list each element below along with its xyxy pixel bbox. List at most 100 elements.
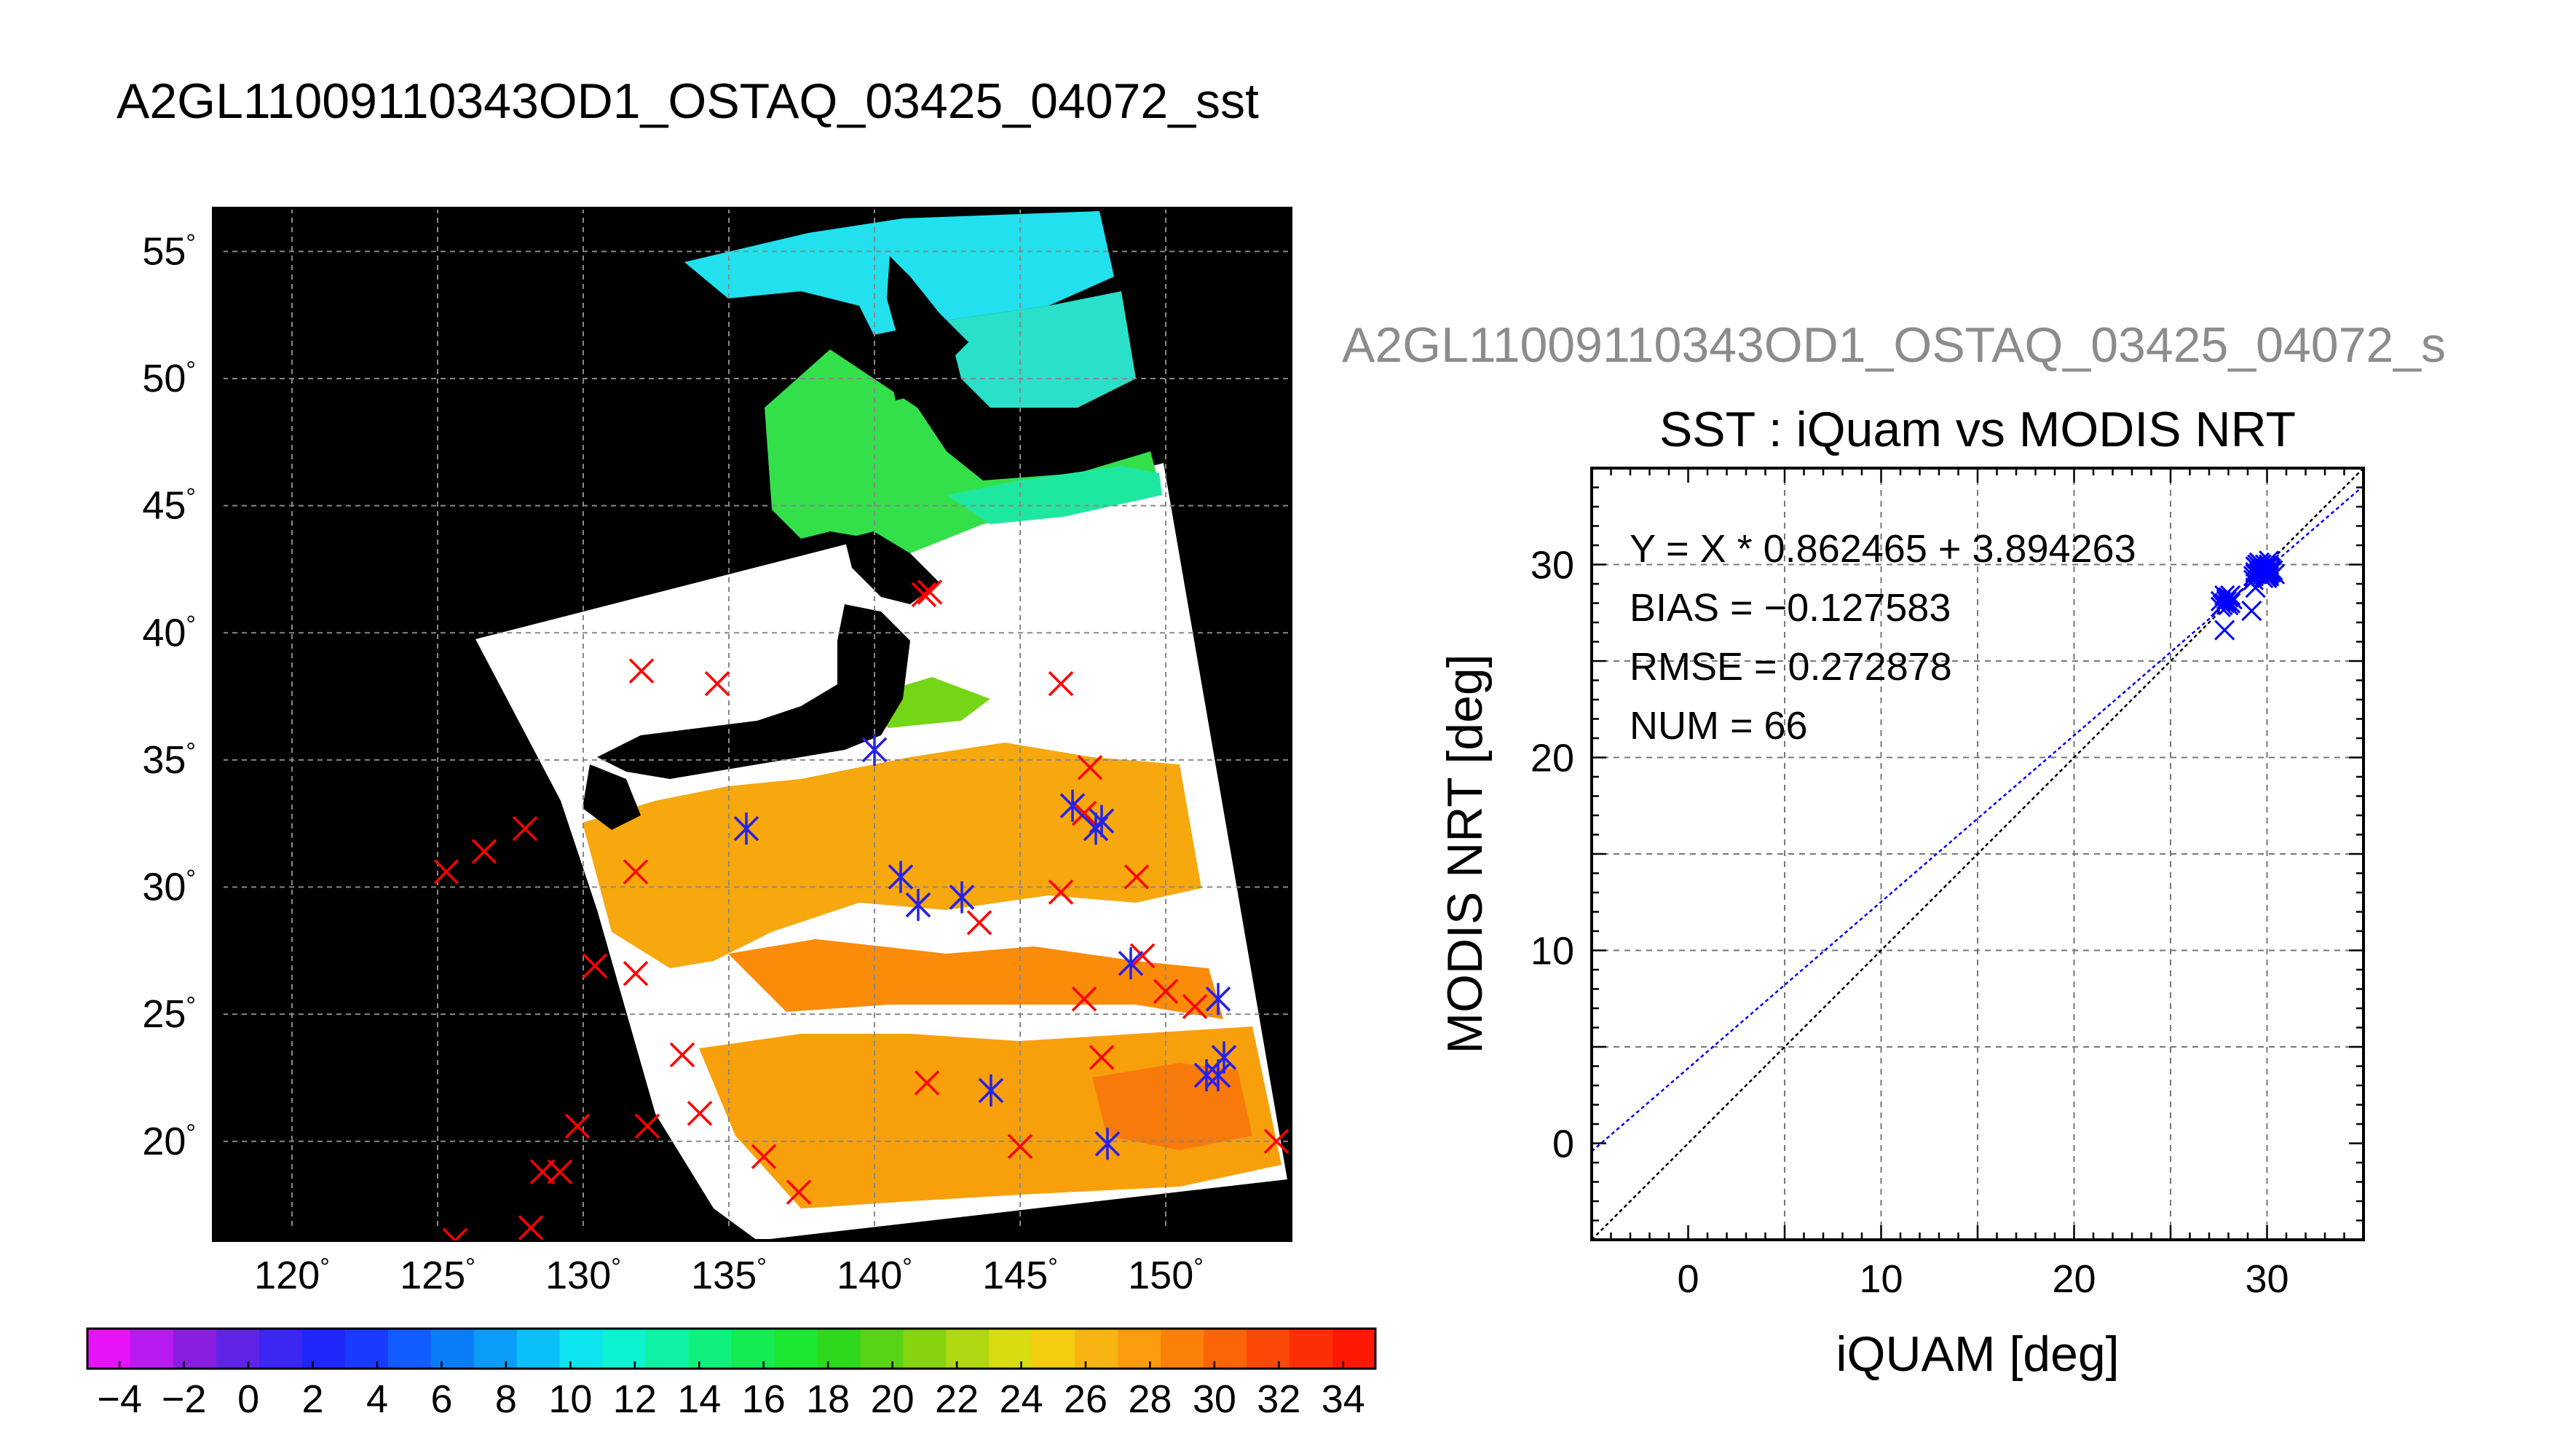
scatter-point-stroke — [2210, 590, 2231, 612]
map-marker-red-x — [623, 859, 649, 885]
scatter-x-tick-label: 20 — [2052, 1257, 2096, 1301]
colorbar-tick-label: 30 — [1193, 1377, 1236, 1421]
map-marker-red-x — [564, 1113, 591, 1139]
map-y-tick-labels: 20° 25° 30° 35° 40° 45° 50° 55° — [142, 229, 224, 1163]
colorbar-swatch — [1204, 1329, 1247, 1369]
scatter-lines — [1592, 468, 2364, 1240]
colorbar-swatch — [602, 1329, 647, 1369]
red-x-stroke — [1129, 943, 1156, 969]
red-x-stroke — [1124, 864, 1150, 890]
map-marker-red-x — [634, 1113, 660, 1139]
red-x-stroke — [547, 1159, 573, 1184]
colorbar-swatch — [559, 1329, 604, 1369]
swath-edge-east — [1114, 208, 1291, 1241]
colorbar-tick-label: 18 — [806, 1377, 850, 1421]
map-marker-blue-star — [888, 860, 914, 893]
scatter-y-tick-label: 20 — [1531, 737, 1574, 780]
colorbar-tick-label: 24 — [999, 1377, 1043, 1421]
map-marker-red-x — [1089, 1045, 1115, 1070]
scatter-point-stroke — [2254, 562, 2275, 583]
map-marker-red-x — [1129, 943, 1156, 969]
map-grid — [213, 208, 1291, 1241]
map-marker-red-x — [1124, 864, 1150, 890]
colorbar-tick-label: 26 — [1064, 1377, 1107, 1421]
blue-star-stroke — [949, 885, 975, 910]
map-y-tick-label: 55° — [142, 229, 196, 273]
map-marker-blue-star — [978, 1074, 1004, 1107]
map-marker-red-x — [547, 1159, 573, 1184]
map-x-tick-label: 140° — [837, 1254, 912, 1297]
colorbar-tick-label: 28 — [1128, 1377, 1172, 1421]
map-marker-blue-star — [1089, 804, 1115, 837]
scatter-point — [2216, 590, 2237, 612]
colorbar-tick-label: 34 — [1322, 1377, 1365, 1421]
red-x-stroke — [582, 953, 608, 979]
map-marker-blue-star — [1205, 983, 1231, 1016]
scatter-point — [2245, 577, 2266, 598]
map-marker-blue-star — [949, 881, 975, 914]
colorbar-swatch — [473, 1329, 518, 1369]
blue-star-stroke — [1094, 1131, 1121, 1157]
map-marker-blue-star — [1083, 812, 1109, 845]
colorbar-swatch — [173, 1329, 217, 1369]
map-y-tick-label: 40° — [142, 611, 196, 654]
scatter-annotation: RMSE = 0.272878 — [1630, 645, 1952, 689]
colorbar-swatch — [216, 1329, 260, 1369]
colorbar-swatch — [516, 1329, 561, 1369]
scatter-annotation: NUM = 66 — [1630, 704, 1808, 748]
map-marker-red-x — [628, 658, 655, 684]
red-x-stroke — [1182, 994, 1208, 1019]
blue-star-stroke — [1118, 951, 1144, 976]
red-x-stroke — [1153, 978, 1179, 1004]
red-x-stroke — [433, 859, 459, 885]
red-x-stroke — [1089, 1045, 1115, 1070]
red-x-stroke — [704, 670, 730, 697]
blue-star-stroke — [905, 892, 931, 918]
scatter-point — [2210, 590, 2231, 612]
red-x-stroke — [1007, 1133, 1033, 1160]
colorbar-tick-label: 14 — [677, 1377, 721, 1421]
red-x-stroke — [687, 1101, 713, 1126]
map-marker-blue-star — [861, 733, 888, 766]
colorbar-tick-label: −2 — [162, 1377, 207, 1421]
colorbar-swatch — [1247, 1329, 1290, 1369]
map-marker-red-x — [687, 1101, 713, 1126]
red-x-stroke — [966, 910, 992, 935]
map-marker-red-x — [1071, 986, 1097, 1012]
map-y-tick-label: 50° — [142, 357, 196, 400]
colorbar-tick-label: 4 — [366, 1377, 388, 1421]
scatter-y-tick-label: 30 — [1531, 544, 1574, 587]
map-image — [213, 208, 1291, 1241]
scatter-annotation: Y = X * 0.862465 + 3.894263 — [1630, 527, 2136, 571]
map-marker-red-x — [917, 579, 943, 605]
map-marker-red-x — [1007, 1133, 1033, 1160]
colorbar-swatch — [903, 1329, 947, 1369]
map-x-tick-label: 125° — [400, 1254, 475, 1297]
scatter-x-tick-label: 10 — [1859, 1257, 1903, 1301]
warm-band-sst — [728, 939, 1223, 1019]
blue-star-stroke — [978, 1077, 1004, 1104]
blue-star-stroke — [1205, 986, 1231, 1012]
red-x-stroke — [628, 658, 655, 684]
red-x-stroke — [623, 859, 649, 885]
colorbar-tick-label: 16 — [742, 1377, 786, 1421]
map-marker-red-x — [704, 670, 730, 697]
map-marker-red-x — [471, 839, 497, 864]
colorbar-tick-label: 2 — [302, 1377, 324, 1421]
scatter-point — [2243, 569, 2264, 590]
scatter-point-stroke — [2220, 593, 2241, 614]
honshu-land — [597, 604, 910, 779]
colorbar-tick-label: 6 — [430, 1377, 452, 1421]
map-x-tick-label: 130° — [545, 1254, 621, 1297]
colorbar-tick-label: 0 — [237, 1377, 259, 1421]
blue-star-stroke — [888, 864, 914, 890]
scatter-x-tick-label: 30 — [2245, 1257, 2289, 1301]
identity-line — [1592, 468, 2364, 1240]
red-x-stroke — [669, 1042, 695, 1068]
map-marker-red-x — [1048, 670, 1074, 697]
map-marker-blue-star — [1094, 1128, 1121, 1160]
map-marker-red-x — [433, 859, 459, 885]
scatter-annotations: Y = X * 0.862465 + 3.894263 BIAS = −0.127… — [1630, 527, 2136, 748]
map-marker-red-x — [582, 953, 608, 979]
map-marker-blue-star — [1059, 789, 1086, 822]
